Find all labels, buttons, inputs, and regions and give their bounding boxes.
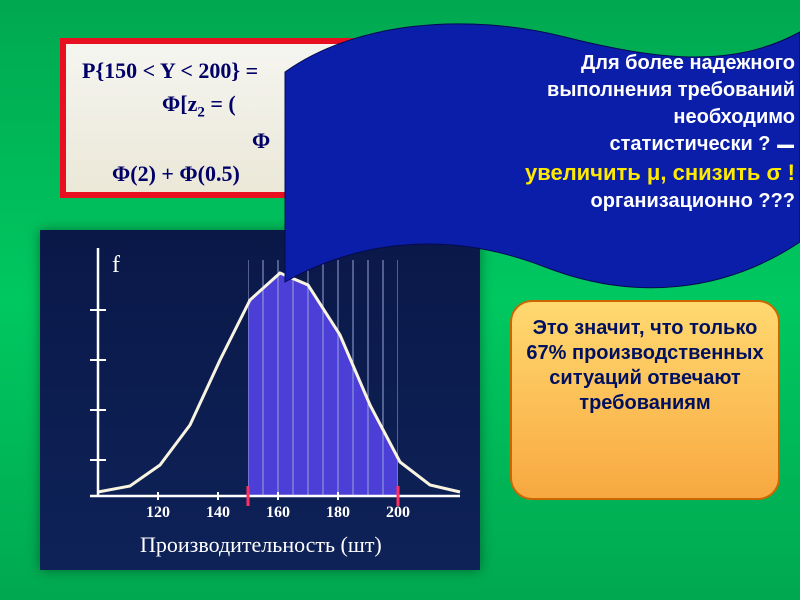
callout-prefix: Это значит, что	[533, 317, 684, 339]
y-axis-label: f	[112, 252, 120, 279]
flag-line: Для более надежного	[305, 50, 795, 77]
flag-line: организационно ???	[305, 188, 795, 215]
x-tick-label: 180	[326, 504, 350, 522]
flag-line: статистически ? –	[305, 131, 795, 158]
callout-box: Это значит, что только 67% производствен…	[510, 300, 780, 500]
x-tick-label: 140	[206, 504, 230, 522]
x-tick-label: 160	[266, 504, 290, 522]
flag-line: необходимо	[305, 104, 795, 131]
flag-note: Для более надежного выполнения требовани…	[265, 12, 800, 312]
flag-line: выполнения требований	[305, 77, 795, 104]
x-tick-label: 200	[386, 504, 410, 522]
x-axis-label: Производительность (шт)	[140, 532, 382, 558]
flag-text: Для более надежного выполнения требовани…	[305, 50, 795, 215]
flag-line-highlight: увеличить μ, снизить σ !	[305, 158, 795, 188]
x-tick-label: 120	[146, 504, 170, 522]
